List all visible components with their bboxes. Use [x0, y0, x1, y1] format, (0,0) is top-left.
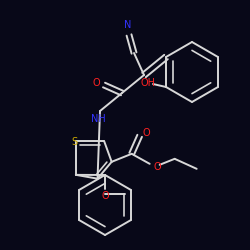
- Text: S: S: [72, 137, 78, 147]
- Text: O: O: [101, 191, 109, 201]
- Text: NH: NH: [91, 114, 106, 124]
- Text: N: N: [124, 20, 132, 30]
- Text: O: O: [92, 78, 100, 88]
- Text: OH: OH: [140, 78, 156, 88]
- Text: O: O: [154, 162, 162, 172]
- Text: O: O: [143, 128, 150, 138]
